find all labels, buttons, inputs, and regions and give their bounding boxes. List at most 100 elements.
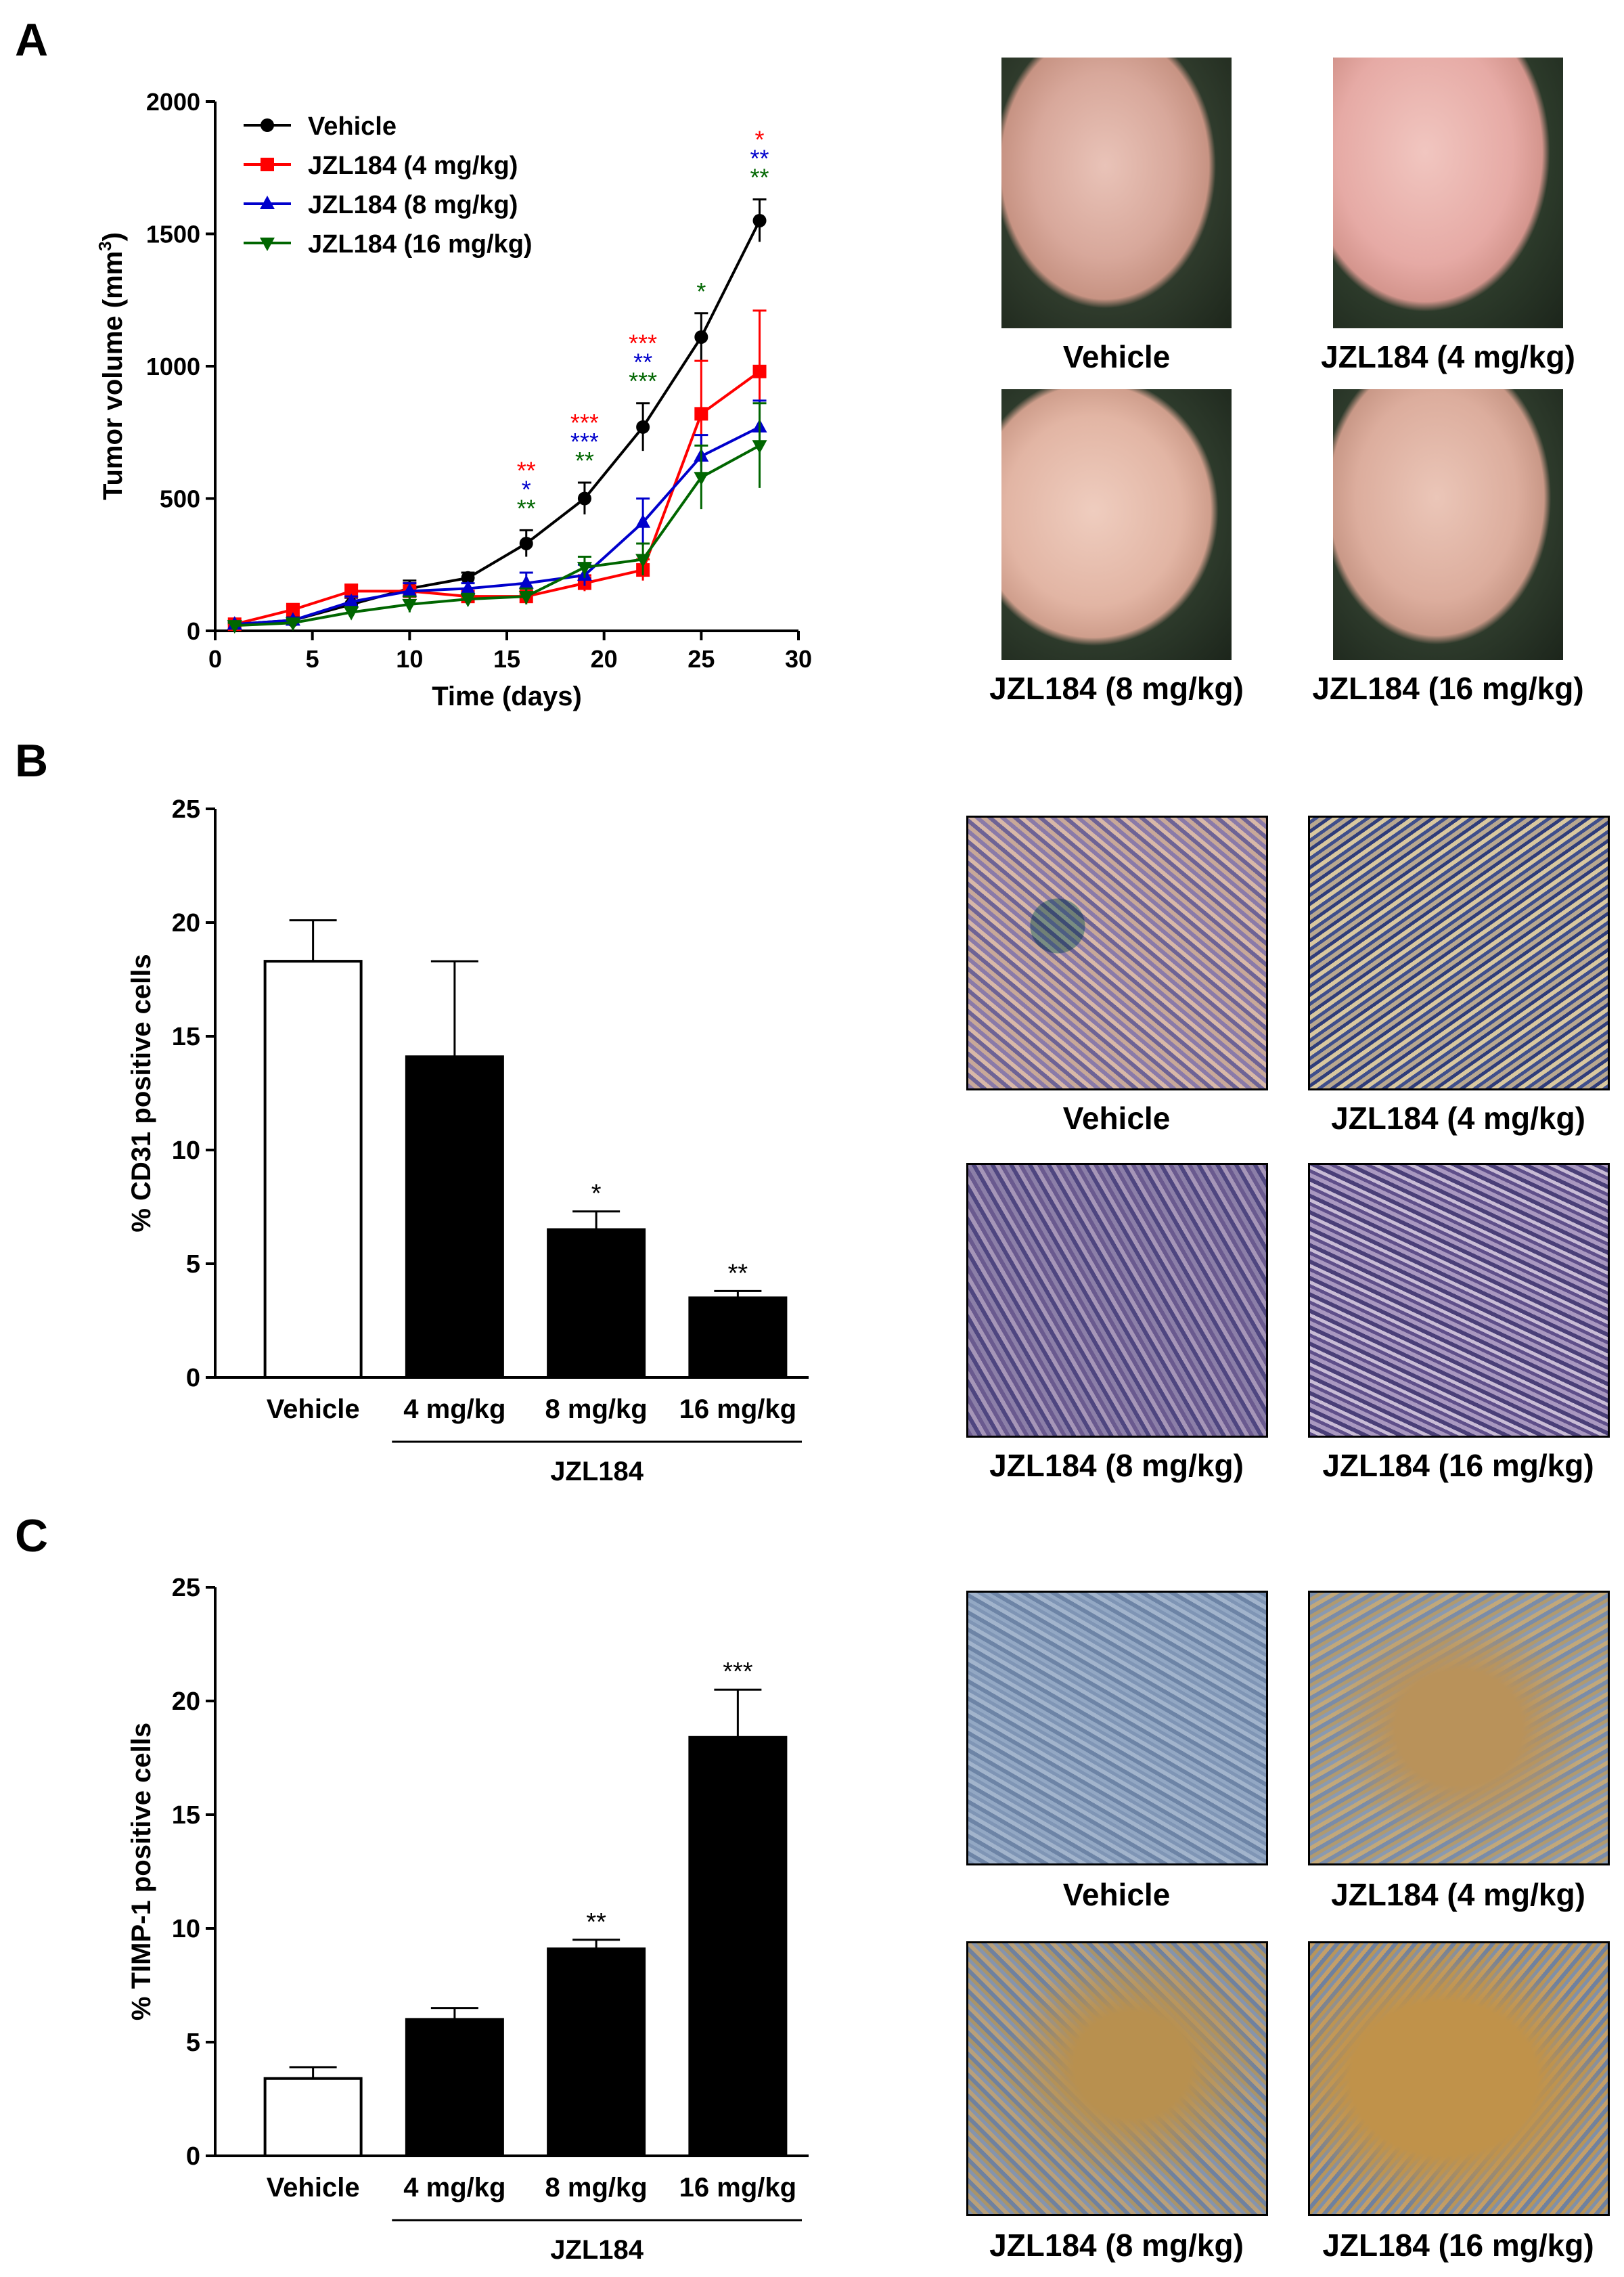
- significance-star: *: [522, 475, 531, 503]
- y-axis-title-end: ): [98, 232, 128, 241]
- bar: [547, 1947, 646, 2157]
- timp1-caption-4mg: JZL184 (4 mg/kg): [1331, 1877, 1585, 1912]
- x-tick-label: 0: [208, 645, 222, 673]
- data-point: [752, 213, 767, 227]
- data-point: [518, 575, 534, 589]
- group-label: JZL184: [550, 2235, 644, 2265]
- data-point: [344, 584, 359, 598]
- y-tick-label: 10: [172, 1915, 200, 1943]
- y-axis-title-sup: 3: [95, 241, 115, 250]
- data-point: [285, 617, 300, 632]
- significance-star: *: [591, 1180, 602, 1208]
- mouse-caption-4mg: JZL184 (4 mg/kg): [1321, 339, 1575, 374]
- data-point: [460, 580, 476, 594]
- timp1-caption-16mg: JZL184 (16 mg/kg): [1322, 2228, 1594, 2263]
- data-point: [519, 536, 533, 550]
- legend-marker: [260, 196, 275, 209]
- y-tick-label: 15: [172, 1023, 200, 1051]
- y-axis-title: Tumor volume (mm3): [95, 232, 128, 500]
- series-line: [234, 220, 761, 626]
- mouse-caption-8mg: JZL184 (8 mg/kg): [989, 671, 1244, 706]
- y-tick-label: 0: [186, 2142, 200, 2171]
- significance-star: **: [517, 456, 536, 484]
- category-label: 8 mg/kg: [545, 2173, 648, 2203]
- x-tick-label: 10: [396, 645, 423, 673]
- panel-label-b: B: [15, 735, 49, 787]
- tumor-volume-line-chart: 0 500 1000 1500 2000 0 5 10 15 20 25 30 Time (days) T…: [95, 88, 812, 711]
- cd31-micrograph-4mg: [1308, 816, 1610, 1090]
- significance-star: **: [750, 164, 769, 192]
- category-label: Vehicle: [267, 1394, 360, 1424]
- category-label: 16 mg/kg: [679, 2173, 796, 2203]
- timp1-micrograph-16mg: [1308, 1941, 1610, 2216]
- y-tick-label: 2000: [146, 88, 200, 116]
- x-axis-title: Time (days): [432, 682, 582, 711]
- y-tick-label: 20: [172, 1687, 200, 1716]
- timp1-micrograph-4mg: [1308, 1591, 1610, 1865]
- category-label: Vehicle: [267, 2173, 360, 2203]
- category-label: 16 mg/kg: [679, 1394, 796, 1424]
- category-label: 4 mg/kg: [403, 1394, 505, 1424]
- panel-label-a: A: [15, 14, 49, 66]
- bar: [547, 1228, 646, 1379]
- data-point: [694, 407, 708, 421]
- timp1-micrograph-8mg: [966, 1941, 1268, 2216]
- mouse-photo-16mg: [1333, 389, 1563, 660]
- significance-star: **: [575, 447, 594, 474]
- data-point: [402, 598, 418, 613]
- significance-star: **: [586, 1908, 606, 1937]
- timp1-bar-chart: 0 5 10 15 20 25 % TIMP-1 positive cells Vehicle…: [127, 1574, 809, 2265]
- y-tick-label: 25: [172, 795, 200, 824]
- significance-star: ***: [723, 1658, 753, 1686]
- data-point: [577, 562, 592, 576]
- legend-label: JZL184 (4 mg/kg): [308, 152, 518, 180]
- y-tick-label: 500: [160, 485, 200, 513]
- significance-star: **: [517, 494, 536, 522]
- timp1-caption-vehicle: Vehicle: [1062, 1877, 1171, 1912]
- category-label: 8 mg/kg: [545, 1394, 648, 1424]
- x-tick-label: 20: [591, 645, 618, 673]
- y-tick-label: 0: [186, 1364, 200, 1392]
- y-tick-label: 20: [172, 909, 200, 937]
- y-tick-label: 5: [186, 1250, 200, 1279]
- cd31-bar-chart: 0 5 10 15 20 25 % CD31 positive cells Vehicle 4 …: [127, 795, 809, 1486]
- bar: [688, 1296, 788, 1379]
- y-tick-label: 1500: [146, 221, 200, 248]
- mouse-photo-4mg: [1333, 58, 1563, 328]
- x-tick-label: 15: [493, 645, 520, 673]
- significance-star: ***: [570, 409, 599, 437]
- significance-star: *: [755, 126, 765, 154]
- cd31-caption-8mg: JZL184 (8 mg/kg): [989, 1448, 1244, 1483]
- data-point: [344, 593, 359, 607]
- y-axis-title-main: Tumor volume (mm: [98, 251, 128, 500]
- legend-marker: [261, 158, 274, 171]
- bar: [263, 960, 363, 1379]
- y-tick-label: 25: [172, 1574, 200, 1602]
- timp1-micrograph-vehicle: [966, 1591, 1268, 1865]
- y-tick-label: 15: [172, 1801, 200, 1830]
- timp1-caption-8mg: JZL184 (8 mg/kg): [989, 2228, 1244, 2263]
- significance-star: ***: [629, 368, 657, 395]
- significance-star: **: [750, 145, 769, 173]
- category-label: 4 mg/kg: [403, 2173, 505, 2203]
- y-axis-title: % CD31 positive cells: [127, 954, 156, 1232]
- bar: [405, 2018, 504, 2158]
- bar: [688, 1736, 788, 2157]
- data-point: [635, 554, 651, 568]
- bar: [405, 1055, 504, 1379]
- mouse-caption-vehicle: Vehicle: [1062, 339, 1171, 374]
- significance-star: ***: [629, 330, 657, 357]
- data-point: [694, 472, 709, 486]
- data-point: [636, 420, 650, 434]
- data-point: [344, 606, 359, 621]
- y-tick-label: 10: [172, 1136, 200, 1165]
- significance-star: ***: [570, 428, 599, 456]
- cd31-micrograph-16mg: [1308, 1163, 1610, 1438]
- data-point: [694, 330, 708, 344]
- data-point: [752, 440, 767, 454]
- data-point: [752, 364, 767, 378]
- mouse-photo-8mg: [1001, 389, 1232, 660]
- data-point: [518, 591, 534, 605]
- mouse-caption-16mg: JZL184 (16 mg/kg): [1312, 671, 1584, 706]
- cd31-caption-16mg: JZL184 (16 mg/kg): [1322, 1448, 1594, 1483]
